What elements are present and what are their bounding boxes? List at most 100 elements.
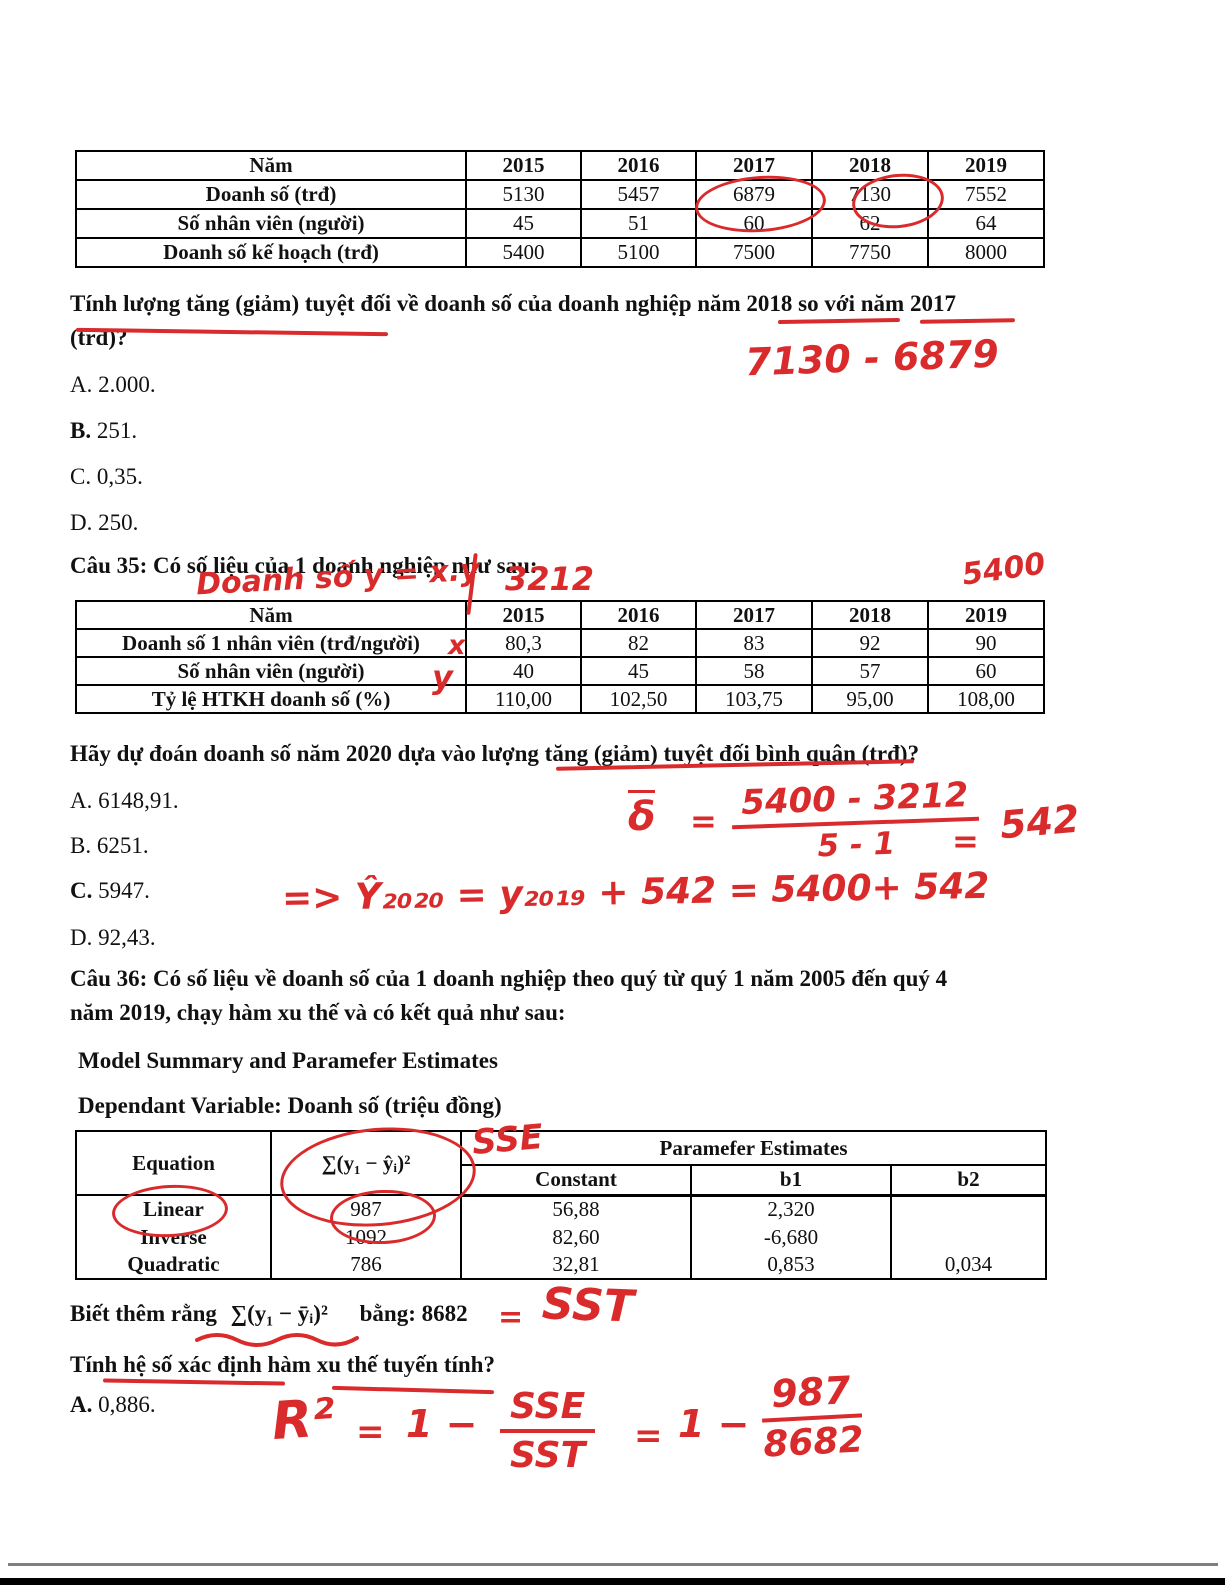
cell: 103,75 [695, 684, 813, 714]
col-header: Năm [75, 600, 467, 630]
cell: 80,3 [465, 628, 582, 658]
option-value: 0,35. [96, 464, 143, 489]
option-d: D. 250. [70, 510, 138, 536]
cell: 108,00 [927, 684, 1045, 714]
handwriting-x-mark: x [448, 630, 466, 661]
col-header: 2018 [811, 150, 929, 181]
cell: 7750 [811, 237, 929, 268]
fraction-numerator: 987 [770, 1367, 852, 1417]
col-header: 2016 [580, 600, 697, 630]
cell [889, 1195, 1048, 1223]
cell: 5400 [465, 237, 582, 268]
table-header-row: Năm 2015 2016 2017 2018 2019 [75, 150, 1045, 181]
table-row: Tỷ lệ HTKH doanh số (%) 110,00 102,50 10… [75, 684, 1045, 714]
option-value: 0,886. [98, 1392, 156, 1417]
option-letter: A. [70, 1392, 93, 1417]
handwriting-r-squared: R² [269, 1387, 337, 1453]
cell: 83 [695, 628, 813, 658]
option-letter: A. [70, 372, 93, 397]
cell: 60 [927, 656, 1045, 686]
cell: 92 [811, 628, 929, 658]
table-header-row: Năm 2015 2016 2017 2018 2019 [75, 600, 1045, 630]
option-letter: D. [70, 510, 93, 535]
handwriting-sse-sst-fraction: SSE SST [500, 1386, 596, 1476]
cell: 40 [465, 656, 582, 686]
handwriting-one-minus: 1 − [678, 1402, 750, 1446]
option-b: B. 6251. [70, 833, 149, 859]
col-header: 2015 [465, 150, 582, 181]
table-row: Doanh số kế hoạch (trđ) 5400 5100 7500 7… [75, 237, 1045, 268]
handwriting-5400: 5400 [959, 546, 1048, 593]
cell: 7500 [695, 237, 813, 268]
col-header: Năm [75, 150, 467, 181]
cell: 45 [580, 656, 697, 686]
heading-line: năm 2019, chạy hàm xu thế và có kết quả … [70, 1000, 566, 1025]
question-35-text: Hãy dự đoán doanh số năm 2020 dựa vào lư… [70, 741, 920, 766]
question-36-text: Tính hệ số xác định hàm xu thế tuyến tín… [70, 1352, 495, 1377]
cell: 60 [695, 208, 813, 239]
handwriting-y-mark: y [432, 658, 453, 696]
option-value: 92,43. [98, 925, 156, 950]
heading-line: Câu 36: Có số liệu về doanh số của 1 doa… [70, 966, 948, 991]
question-line: Tính lượng tăng (giảm) tuyệt đối về doan… [70, 291, 956, 316]
table-header-row: Equation ∑(y₁ − ŷᵢ)² Paramefer Estimates [75, 1130, 1048, 1196]
cell: 62 [811, 208, 929, 239]
handwriting-equals: = [634, 1416, 663, 1456]
handwriting-forecast-formula: => Ŷ₂₀₂₀ = y₂₀₁₉ + 542 = 5400+ 542 [281, 865, 990, 920]
row-label: Linear [75, 1195, 272, 1223]
note-formula: ∑(y₁ − ȳᵢ)² [230, 1301, 328, 1326]
cell: 82 [580, 628, 697, 658]
cell: 45 [465, 208, 582, 239]
col-subheader: b1 [690, 1164, 892, 1197]
table-subheader-row: Constant b1 b2 [76, 1164, 1048, 1197]
row-label: Tỷ lệ HTKH doanh số (%) [75, 684, 467, 714]
option-value: 5947. [98, 878, 150, 903]
col-header: 2016 [580, 150, 697, 181]
cell: 8000 [927, 237, 1045, 268]
cell: 110,00 [465, 684, 582, 714]
fraction-denominator: 5 - 1 [732, 816, 981, 868]
table-row: Số nhân viên (người) 45 51 60 62 64 [75, 208, 1045, 239]
cell: 5130 [465, 179, 582, 210]
col-header-equation: Equation [75, 1130, 272, 1196]
cell: 786 [270, 1251, 462, 1280]
cell: 1092 [270, 1223, 462, 1251]
handwriting-sst-equals: = [498, 1300, 524, 1335]
handwriting-987-8682-fraction: 987 8682 [760, 1367, 865, 1466]
dependent-variable-label: Dependant Variable: Doanh số (triệu đồng… [78, 1093, 502, 1118]
handwriting-one-minus: 1 − [406, 1402, 478, 1446]
option-c: C. 5947. [70, 878, 150, 904]
cell: 987 [270, 1195, 462, 1223]
col-header: 2017 [695, 150, 813, 181]
row-label: Doanh số kế hoạch (trđ) [75, 237, 467, 268]
option-c: C. 0,35. [70, 464, 143, 490]
option-value: 6251. [96, 833, 149, 858]
handwriting-subtraction: 7130 - 6879 [744, 331, 1000, 385]
cell: 51 [580, 208, 697, 239]
row-label: Quadratic [75, 1251, 272, 1280]
col-header: 2019 [927, 150, 1045, 181]
cell: 5457 [580, 179, 697, 210]
page-bottom-divider [8, 1563, 1218, 1566]
handwriting-equals: = [356, 1412, 385, 1452]
row-label: Số nhân viên (người) [75, 656, 467, 686]
revenue-table: Năm 2015 2016 2017 2018 2019 Doanh số (t… [75, 150, 1045, 268]
handwriting-3212: 3212 [505, 560, 595, 598]
note-suffix: bằng: 8682 [359, 1301, 468, 1326]
option-letter: D. [70, 925, 93, 950]
fraction-denominator: SST [500, 1429, 596, 1476]
col-subheader: Constant [460, 1164, 692, 1197]
cell: 32,81 [460, 1251, 692, 1280]
option-d: D. 92,43. [70, 925, 156, 951]
handwriting-average-fraction: 5400 - 3212 5 - 1 [731, 775, 981, 868]
cell: 2,320 [690, 1195, 892, 1223]
question-36-heading: Câu 36: Có số liệu về doanh số của 1 doa… [70, 962, 1040, 1030]
cell: 58 [695, 656, 813, 686]
cell: 5100 [580, 237, 697, 268]
table-row-linear: Linear 987 56,88 2,320 [75, 1195, 1048, 1223]
cell: 82,60 [460, 1223, 692, 1251]
model-summary-title: Model Summary and Paramefer Estimates [78, 1048, 498, 1073]
handwriting-542: 542 [998, 796, 1082, 848]
col-header: 2018 [811, 600, 929, 630]
